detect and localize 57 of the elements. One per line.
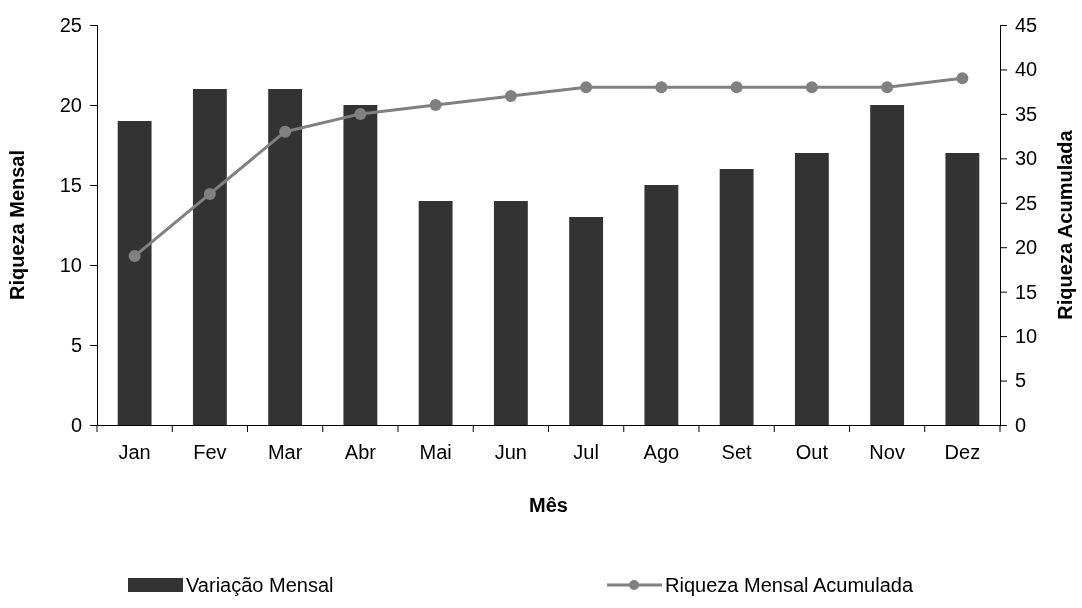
y2-tick-label: 10 xyxy=(1015,325,1038,348)
point xyxy=(203,187,216,200)
y2-tick-label: 15 xyxy=(1015,280,1038,303)
x-tick-label: Out xyxy=(795,441,829,464)
point xyxy=(655,81,668,94)
y2-tick-label: 5 xyxy=(1015,369,1027,392)
x-tick-label: Nov xyxy=(869,441,905,464)
y2-tick-label: 45 xyxy=(1015,13,1038,36)
x-tick-label: Dez xyxy=(944,441,981,464)
y-axis-title: Riqueza Mensal xyxy=(6,149,28,301)
y-tick-label: 0 xyxy=(70,413,82,436)
point xyxy=(429,99,442,111)
point xyxy=(881,81,894,94)
point xyxy=(354,107,367,120)
y-tick-label: 10 xyxy=(59,253,82,276)
y2-tick-label: 35 xyxy=(1015,102,1038,125)
bar xyxy=(192,89,227,425)
y-tick-label: 20 xyxy=(59,93,82,116)
point xyxy=(730,81,743,94)
bar xyxy=(569,217,604,425)
bar xyxy=(117,121,152,425)
point xyxy=(279,125,292,138)
x-tick-label: Abr xyxy=(344,441,377,464)
y-tick-label: 5 xyxy=(70,333,82,356)
point xyxy=(580,81,593,94)
point xyxy=(805,81,818,94)
bar xyxy=(945,153,980,425)
x-tick-label: Mar xyxy=(267,441,303,464)
point xyxy=(956,72,969,85)
y2-tick-label: 0 xyxy=(1015,413,1027,436)
x-axis-title: Mês xyxy=(529,494,568,516)
y2-tick-label: 25 xyxy=(1015,191,1038,214)
x-tick-label: Jan xyxy=(118,441,151,464)
bar xyxy=(418,201,453,425)
x-tick-label: Ago xyxy=(643,441,680,464)
x-tick-label: Jul xyxy=(573,441,599,464)
bar xyxy=(268,89,303,425)
bar xyxy=(719,169,754,425)
legend-label: Variação Mensal xyxy=(186,574,334,596)
bar xyxy=(870,105,905,425)
y-tick-label: 15 xyxy=(59,173,82,196)
y2-tick-label: 40 xyxy=(1015,58,1038,81)
x-tick-label: Mai xyxy=(419,441,452,464)
bar xyxy=(644,185,679,425)
bar xyxy=(493,201,528,425)
x-tick-label: Fev xyxy=(193,441,227,464)
y2-axis-title: Riqueza Acumulada xyxy=(1054,129,1076,320)
point xyxy=(504,90,517,103)
x-tick-label: Jun xyxy=(494,441,527,464)
x-tick-label: Set xyxy=(721,441,753,464)
y2-tick-label: 30 xyxy=(1015,147,1038,170)
point xyxy=(128,250,141,263)
legend-label: Riqueza Mensal Acumulada xyxy=(665,574,914,596)
bar xyxy=(794,153,829,425)
y-tick-label: 25 xyxy=(59,13,82,36)
bar xyxy=(343,105,378,425)
y2-tick-label: 20 xyxy=(1015,236,1038,259)
